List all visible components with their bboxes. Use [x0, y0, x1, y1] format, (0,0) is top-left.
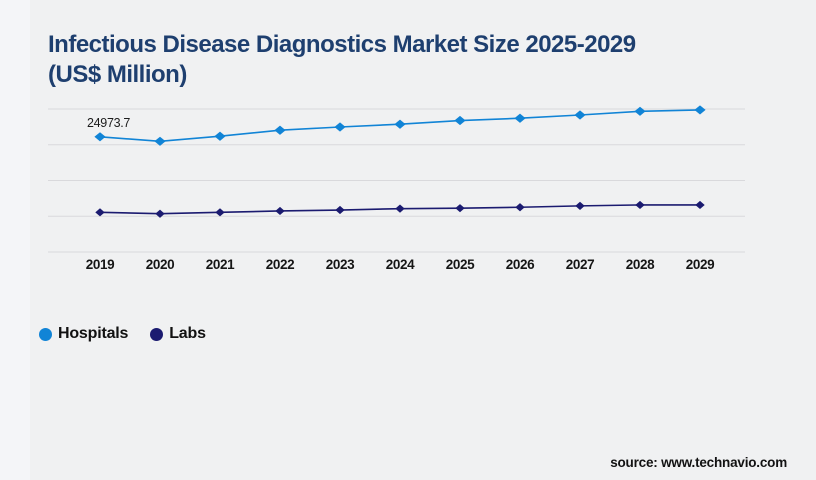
- chart-title: Infectious Disease Diagnostics Market Si…: [48, 30, 748, 90]
- legend-item-labs[interactable]: Labs: [150, 325, 206, 343]
- labs-marker-2020: [155, 209, 165, 218]
- chart-legend: Hospitals Labs: [39, 325, 206, 343]
- labs-marker-2028: [635, 200, 645, 210]
- hospitals-marker-2022: [274, 125, 286, 135]
- labs-marker-2021: [215, 208, 225, 217]
- x-axis-label-2020: 2020: [146, 257, 174, 272]
- chart-canvas: 2019 2020 2021 2022 2023 2024 2025 2026 2027 2028…: [48, 105, 745, 272]
- legend-label-hospitals: Hospitals: [58, 325, 129, 342]
- hospitals-legend-dot-icon: [39, 327, 52, 341]
- hospitals-marker-2020: [154, 136, 166, 146]
- x-axis-label-2028: 2028: [626, 257, 655, 272]
- labs-marker-2023: [335, 205, 345, 215]
- chart-title-line2: (US$ Million): [48, 61, 187, 89]
- x-axis-label-2023: 2023: [326, 257, 355, 272]
- source-attribution: source: www.technavio.com: [610, 455, 787, 470]
- x-axis-label-2025: 2025: [446, 257, 475, 272]
- x-axis-label-2026: 2026: [506, 257, 535, 272]
- left-margin-strip: [0, 0, 30, 480]
- hospitals-marker-2024: [394, 119, 406, 129]
- legend-label-labs: Labs: [169, 325, 206, 342]
- labs-legend-dot-icon: [150, 327, 164, 341]
- labs-marker-2026: [515, 203, 525, 212]
- hospitals-marker-2021: [214, 131, 226, 141]
- hospitals-marker-2027: [574, 110, 586, 120]
- chart-title-line1: Infectious Disease Diagnostics Market Si…: [48, 31, 636, 59]
- x-axis-label-2022: 2022: [266, 257, 294, 272]
- legend-item-hospitals[interactable]: Hospitals: [39, 325, 128, 343]
- labs-marker-2025: [455, 204, 465, 213]
- x-axis-label-2019: 2019: [86, 257, 114, 272]
- hospitals-marker-2028: [634, 106, 646, 116]
- labs-marker-2019: [95, 208, 105, 217]
- x-axis-label-2024: 2024: [386, 257, 415, 272]
- labs-marker-2027: [575, 201, 585, 210]
- hospitals-marker-2023: [334, 122, 346, 132]
- labs-marker-2022: [275, 206, 285, 216]
- x-axis-label-2021: 2021: [206, 257, 235, 272]
- hospitals-marker-2026: [514, 113, 526, 123]
- labs-marker-2024: [395, 204, 405, 213]
- labs-marker-2029: [695, 200, 705, 210]
- hospitals-marker-2029: [694, 105, 706, 115]
- hospitals-marker-2019: [94, 132, 106, 142]
- data-label-hospitals-2019: 24973.7: [87, 116, 130, 130]
- x-axis-label-2029: 2029: [686, 257, 714, 272]
- x-axis-label-2027: 2027: [566, 257, 594, 272]
- hospitals-marker-2025: [454, 115, 466, 126]
